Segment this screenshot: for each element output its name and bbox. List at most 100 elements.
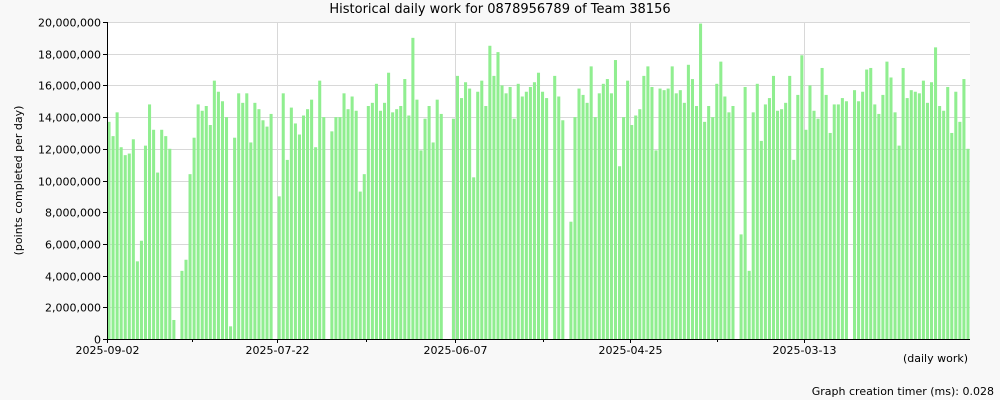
bar (435, 99, 439, 339)
bar (921, 80, 925, 340)
bar (184, 259, 188, 339)
bar (897, 145, 901, 339)
bar (152, 129, 156, 339)
bar (642, 75, 646, 339)
bar (589, 66, 593, 339)
chart-title: Historical daily work for 0878956789 of … (329, 2, 671, 17)
bar (889, 77, 893, 339)
bar (654, 150, 658, 339)
bar (828, 132, 832, 339)
bar (678, 90, 682, 339)
bar (322, 117, 326, 339)
bar (431, 142, 435, 339)
bar (646, 66, 650, 339)
bar (804, 129, 808, 339)
bar (577, 88, 581, 339)
bar (407, 115, 411, 340)
bar (464, 82, 468, 339)
y-tick-label: 8,000,000 (45, 207, 101, 220)
bar (946, 86, 950, 339)
bar (241, 102, 245, 339)
x-tick-label: 2025-06-07 (424, 344, 488, 357)
bar (293, 123, 297, 339)
bar (832, 104, 836, 339)
bar (885, 61, 889, 340)
bar (455, 75, 459, 339)
bar (699, 23, 703, 340)
bar (403, 79, 407, 339)
bar (901, 67, 905, 339)
bar (253, 102, 257, 339)
bar (694, 106, 699, 339)
bar (561, 120, 565, 340)
bar (950, 132, 954, 339)
bar (824, 94, 828, 339)
bar (966, 148, 970, 339)
bar (605, 79, 609, 339)
bar (719, 61, 723, 340)
bar (597, 93, 601, 339)
bar (285, 159, 289, 339)
bar (674, 93, 678, 339)
bar (877, 113, 881, 340)
bar (139, 240, 143, 339)
bar (747, 270, 751, 339)
bar (853, 90, 857, 339)
bar (958, 121, 962, 339)
y-tick-label: 6,000,000 (45, 239, 101, 252)
bar (942, 110, 946, 339)
bar (143, 145, 148, 339)
bar (156, 172, 160, 339)
bar (929, 82, 934, 339)
bar (707, 106, 711, 339)
bar (524, 91, 528, 340)
bar (277, 196, 281, 339)
y-tick-label: 12,000,000 (38, 144, 101, 157)
y-tick-label: 4,000,000 (45, 271, 101, 284)
bar (812, 110, 816, 339)
bar (472, 177, 476, 339)
bar (148, 104, 152, 339)
bar (650, 86, 654, 339)
bar (245, 93, 249, 339)
bar (480, 80, 484, 340)
bar (500, 85, 504, 340)
bar (318, 80, 322, 340)
bar (776, 110, 780, 339)
bar (484, 106, 488, 339)
bar (459, 98, 464, 339)
bar (670, 66, 674, 339)
bar (905, 98, 909, 339)
bar (800, 55, 804, 339)
bar (468, 88, 472, 339)
bar (739, 234, 743, 339)
bar (808, 85, 812, 340)
bar (281, 93, 285, 339)
bar (613, 60, 618, 339)
graph-timer-text: Graph creation timer (ms): 0.028 (811, 385, 994, 398)
bar (164, 136, 168, 339)
bar (107, 121, 111, 339)
bar (658, 88, 662, 339)
bar (496, 52, 500, 340)
y-tick-label: 18,000,000 (38, 49, 101, 62)
bar (861, 91, 865, 340)
y-tick-label: 2,000,000 (45, 302, 101, 315)
bar (767, 98, 771, 339)
bar (585, 102, 589, 339)
bar (451, 118, 455, 339)
bar (727, 112, 731, 339)
bar (796, 94, 800, 339)
bar (127, 153, 131, 339)
bar (836, 104, 840, 339)
bar (934, 47, 938, 340)
bar (869, 67, 873, 339)
bar (690, 79, 694, 339)
bar (131, 139, 135, 339)
bar (115, 112, 119, 339)
bar (545, 98, 549, 339)
bar (609, 93, 613, 339)
bar (346, 109, 350, 340)
bar (135, 261, 139, 339)
